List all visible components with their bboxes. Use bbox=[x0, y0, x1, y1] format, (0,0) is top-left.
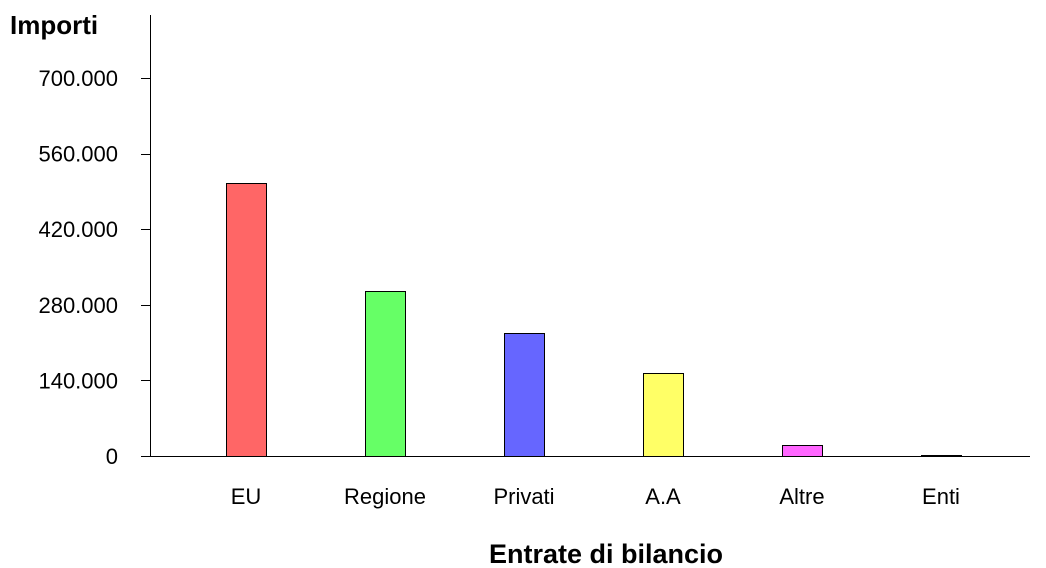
bar-privati bbox=[504, 333, 545, 457]
y-tick-label: 560.000 bbox=[38, 142, 118, 167]
y-tick-label: 140.000 bbox=[38, 368, 118, 393]
bars bbox=[226, 183, 962, 457]
x-tick-label: Altre bbox=[779, 484, 824, 509]
bar-regione bbox=[365, 291, 406, 457]
y-tick-label: 280.000 bbox=[38, 293, 118, 318]
y-axis-title: Importi bbox=[10, 10, 98, 40]
x-axis-labels: EU Regione Privati A.A Altre Enti bbox=[231, 484, 960, 509]
x-tick-label: EU bbox=[231, 484, 262, 509]
x-tick-label: Enti bbox=[922, 484, 960, 509]
bar-a-a bbox=[643, 373, 684, 457]
bar-altre bbox=[782, 445, 823, 457]
x-tick-label: Privati bbox=[493, 484, 554, 509]
y-tick-label: 420.000 bbox=[38, 217, 118, 242]
x-tick-label: A.A bbox=[645, 484, 681, 509]
y-tick-label: 0 bbox=[106, 444, 118, 469]
x-axis-title: Entrate di bilancio bbox=[489, 539, 723, 568]
y-tick-label: 700.000 bbox=[38, 66, 118, 91]
y-axis-ticks: 0 140.000 280.000 420.000 560.000 700.000 bbox=[38, 66, 150, 469]
bar-eu bbox=[226, 183, 267, 457]
x-tick-label: Regione bbox=[344, 484, 426, 509]
